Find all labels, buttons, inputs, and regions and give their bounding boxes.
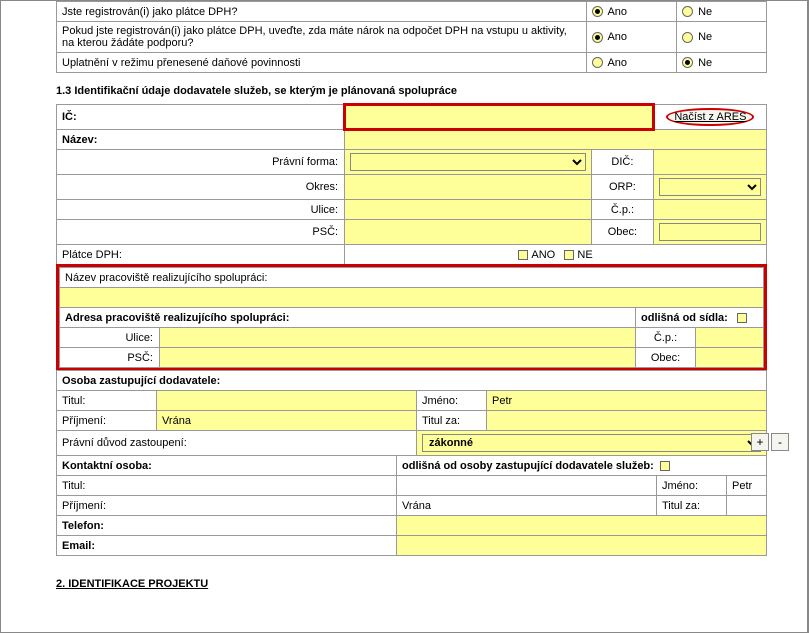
wp-ulice-input[interactable] (160, 328, 636, 348)
q2-text: Pokud jste registrován(i) jako plátce DP… (57, 22, 587, 53)
nazev-input[interactable] (345, 130, 767, 150)
platce-ano-checkbox[interactable] (518, 250, 528, 260)
rep-duvod-select[interactable]: zákonné (422, 434, 761, 452)
obec-cell (653, 220, 766, 245)
c-titulza-label: Titul za: (657, 496, 727, 516)
psc-input[interactable] (345, 220, 592, 245)
wp-obec-label: Obec: (636, 348, 696, 368)
c-jmeno-val: Petr (727, 476, 767, 496)
contact-table: Kontaktní osoba: odlišná od osoby zastup… (56, 455, 767, 556)
rep-duvod-cell: zákonné (417, 431, 767, 456)
q3-no-cell[interactable]: Ne (677, 53, 767, 73)
orp-select[interactable] (659, 178, 761, 196)
platce-ne-checkbox[interactable] (564, 250, 574, 260)
pravni-forma-label: Právní forma: (57, 150, 345, 175)
platce-dph-label: Plátce DPH: (57, 245, 345, 265)
dic-input[interactable] (653, 150, 766, 175)
rep-prijmeni-label: Příjmení: (57, 411, 157, 431)
supplier-table: IČ: Načíst z ARES Název: Právní forma: D… (56, 103, 767, 265)
wp-obec-input[interactable] (696, 348, 764, 368)
dph-questions-table: Jste registrován(i) jako plátce DPH? Ano… (56, 1, 767, 73)
q1-yes-cell[interactable]: Ano (587, 2, 677, 22)
ulice-label: Ulice: (57, 200, 345, 220)
rep-jmeno-label: Jméno: (417, 391, 487, 411)
c-telefon-input[interactable] (397, 516, 767, 536)
contact-diff-checkbox[interactable] (660, 461, 670, 471)
wp-psc-input[interactable] (160, 348, 636, 368)
c-telefon-label: Telefon: (57, 516, 397, 536)
rep-titulza-input[interactable] (487, 411, 767, 431)
workplace-diff-checkbox[interactable] (737, 313, 747, 323)
ic-input[interactable] (345, 105, 654, 130)
orp-cell (653, 175, 766, 200)
rep-titul-input[interactable] (157, 391, 417, 411)
wp-psc-label: PSČ: (60, 348, 160, 368)
representative-table: Osoba zastupující dodavatele: Titul: Jmé… (56, 370, 767, 456)
nazev-label: Název: (57, 130, 345, 150)
q2-no-cell[interactable]: Ne (677, 22, 767, 53)
platce-dph-options: ANO NE (345, 245, 767, 265)
wp-ulice-label: Ulice: (60, 328, 160, 348)
workplace-name-input[interactable] (60, 288, 764, 308)
workplace-table: Název pracoviště realizujícího spoluprác… (59, 267, 764, 368)
c-titul-val (397, 476, 657, 496)
pravni-forma-select[interactable] (350, 153, 586, 171)
load-ares-cell: Načíst z ARES (653, 105, 766, 130)
q3-text: Uplatnění v režimu přenesené daňové povi… (57, 53, 587, 73)
c-prijmeni-label: Příjmení: (57, 496, 397, 516)
rep-jmeno-input[interactable]: Petr (487, 391, 767, 411)
contact-heading: Kontaktní osoba: (57, 456, 397, 476)
section-2-heading: 2. IDENTIFIKACE PROJEKTU (56, 578, 767, 590)
pravni-forma-cell (345, 150, 592, 175)
ulice-input[interactable] (345, 200, 592, 220)
ic-label: IČ: (57, 105, 345, 130)
cp-input[interactable] (653, 200, 766, 220)
minus-button[interactable]: - (771, 433, 789, 451)
okres-input[interactable] (345, 175, 592, 200)
plus-button[interactable]: + (751, 433, 769, 451)
plus-minus-controls: + - (751, 433, 789, 451)
obec-input[interactable] (659, 223, 761, 241)
orp-label: ORP: (592, 175, 654, 200)
wp-cp-label: Č.p.: (636, 328, 696, 348)
c-titul-label: Titul: (57, 476, 397, 496)
okres-label: Okres: (57, 175, 345, 200)
section-1-3-heading: 1.3 Identifikační údaje dodavatele služe… (56, 85, 767, 97)
dic-label: DIČ: (592, 150, 654, 175)
rep-prijmeni-input[interactable]: Vrána (157, 411, 417, 431)
c-titulza-val (727, 496, 767, 516)
c-email-label: Email: (57, 536, 397, 556)
load-ares-button[interactable]: Načíst z ARES (666, 108, 754, 126)
workplace-highlight-box: Název pracoviště realizujícího spoluprác… (56, 264, 767, 371)
rep-titulza-label: Titul za: (417, 411, 487, 431)
contact-diff-cell: odlišná od osoby zastupující dodavatele … (397, 456, 767, 476)
q2-yes-cell[interactable]: Ano (587, 22, 677, 53)
workplace-addr-label: Adresa pracoviště realizujícího spoluprá… (60, 308, 636, 328)
q3-yes-cell[interactable]: Ano (587, 53, 677, 73)
psc-label: PSČ: (57, 220, 345, 245)
q1-text: Jste registrován(i) jako plátce DPH? (57, 2, 587, 22)
c-jmeno-label: Jméno: (657, 476, 727, 496)
rep-duvod-label: Právní důvod zastoupení: (57, 431, 417, 456)
workplace-diff-cell: odlišná od sídla: (636, 308, 764, 328)
obec-label: Obec: (592, 220, 654, 245)
c-prijmeni-val: Vrána (397, 496, 657, 516)
c-email-input[interactable] (397, 536, 767, 556)
q1-no-cell[interactable]: Ne (677, 2, 767, 22)
rep-titul-label: Titul: (57, 391, 157, 411)
wp-cp-input[interactable] (696, 328, 764, 348)
rep-heading: Osoba zastupující dodavatele: (57, 371, 767, 391)
workplace-name-label: Název pracoviště realizujícího spoluprác… (60, 268, 764, 288)
cp-label: Č.p.: (592, 200, 654, 220)
